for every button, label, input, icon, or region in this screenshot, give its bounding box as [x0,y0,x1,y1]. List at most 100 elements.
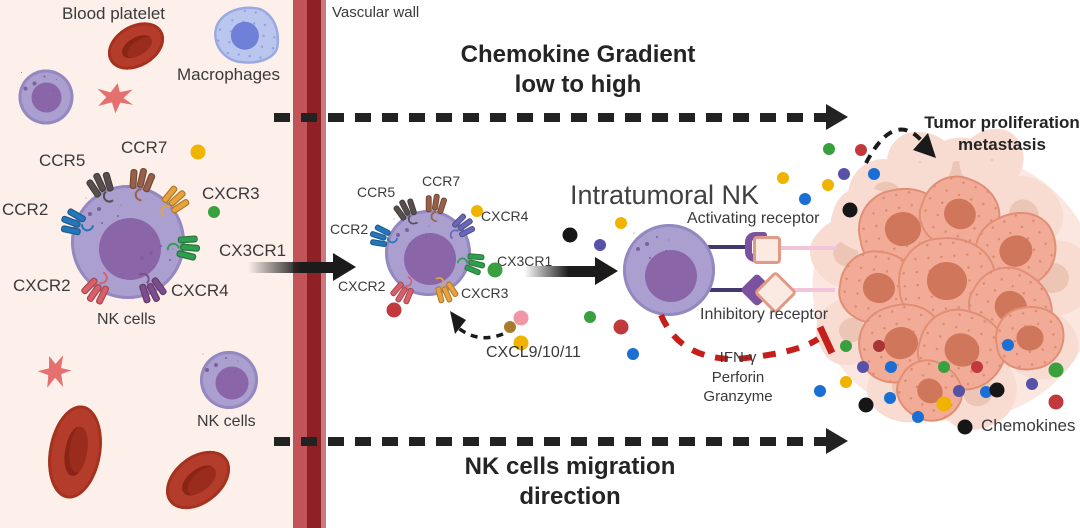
label-nk-cells-bottom: NK cells [197,413,256,430]
chemokine-dot [855,144,867,156]
label-perforin: Perforin [711,368,765,386]
chemokine-dot [613,319,629,335]
chemokine-dot [615,217,627,229]
macrophage-nucleus [229,20,261,52]
label-blood-platelet: Blood platelet [62,4,166,23]
activating-ligand-link [779,246,837,250]
migrating-nk-receptor-cx3cr1 [462,251,487,277]
nk-migration-arrow [274,428,848,454]
chemokine-dot [513,310,529,326]
chemokine-dot [1048,394,1064,410]
migrating-nk-receptor-ccr7 [423,192,448,216]
chemokine-dot [980,386,992,398]
receptor-label-cxcr2: CXCR2 [338,278,386,294]
nk-migration-heading: NK cells migration direction [420,452,720,512]
inhibitory-ligand-link [793,288,835,292]
chemokine-dot [936,396,952,412]
cell-speckles [97,207,101,211]
chemokines-legend-dot [957,419,973,435]
chemokine-dot [858,397,874,413]
cxcl-attraction-arrow [455,325,504,340]
cell-speckles [32,81,37,86]
chemokine-dot [513,335,529,351]
receptor-label-ccr7: CCR7 [422,173,461,189]
chemokine-dot [504,321,516,333]
chemokine-dot [953,385,965,397]
chemokine-dot [190,144,206,160]
chemokine-dot [208,206,220,218]
receptor-label-ccr5: CCR5 [357,184,396,200]
receptor-label-cx3cr1: CX3CR1 [497,253,553,269]
chemokine-dot [1026,378,1038,390]
receptor-label-cxcr4: CXCR4 [481,208,529,224]
chemokine-dot [823,143,835,155]
infiltration-arrow [524,257,618,285]
extravasation-arrow [248,253,356,281]
chemokine-gradient-heading: Chemokine Gradient low to high [428,40,728,100]
cell-speckles [405,228,409,232]
nk-nucleus [99,217,162,280]
cell-speckles [214,363,218,367]
nk-cell-intratumoral [623,224,715,316]
heading-line: low to high [514,71,642,98]
label-intratumoral-nk: Intratumoral NK [570,180,760,210]
nk-nucleus [31,82,61,112]
tumor-proliferation-heading: Tumor proliferation metastasis [918,112,1080,157]
blood-nk-receptor-cx3cr1 [175,234,201,262]
nk-cell-small-top [18,69,74,125]
chemokine-gradient-arrow [274,104,848,130]
chemokine-dot [777,172,789,184]
receptor-label-cx3cr1: CX3CR1 [219,241,287,260]
chemokine-dot [971,361,983,373]
chemokine-dot [594,239,606,251]
chemokine-dot [912,411,924,423]
chemokine-dot [1048,362,1064,378]
chemokine-dot [840,376,852,388]
heading-line: Chemokine Gradient [460,41,696,68]
label-inhibitory-receptor: Inhibitory receptor [700,306,829,323]
inhibitory-receptor-stalk [692,288,750,292]
receptor-label-ccr2: CCR2 [2,200,49,219]
label-ifn-gamma: IFN-γ [719,349,757,366]
receptor-label-ccr2: CCR2 [330,221,369,237]
chemokine-dot [873,340,885,352]
chemokine-dot [857,361,869,373]
heading-line: NK cells migration [464,453,676,480]
receptor-label-cxcr4: CXCR4 [171,281,229,300]
chemokine-dot [842,202,858,218]
activating-ligand-icon [753,236,781,264]
heading-line: Tumor proliferation [924,113,1080,132]
label-macrophages: Macrophages [177,65,281,84]
chemokine-dot [838,168,850,180]
nk-nucleus [215,366,249,400]
label-granzyme: Granzyme [703,388,773,405]
chemokine-dot [884,392,896,404]
receptor-label-cxcr3: CXCR3 [202,184,260,203]
heading-line: metastasis [958,135,1046,155]
label-activating-receptor: Activating receptor [687,210,820,227]
label-chemokines: Chemokines [981,416,1076,435]
receptor-label-cxcr3: CXCR3 [461,285,509,301]
cell-speckles [645,242,649,246]
chemokine-dot [989,382,1005,398]
chemokine-dot [822,179,834,191]
receptor-label-ccr7: CCR7 [121,138,168,157]
nk-nucleus [403,233,456,286]
label-cxcl9-10-11: CXCL9/10/11 [486,344,581,361]
chemokine-dot [471,205,483,217]
heading-line: direction [519,483,621,510]
chemokine-dot [627,348,639,360]
chemokine-dot [799,193,811,205]
chemokine-dot [584,311,596,323]
migrating-nk-receptor-ccr5 [392,195,421,223]
receptor-label-cxcr2: CXCR2 [13,276,71,295]
cytotoxic-molecules-label: IFN-γ Perforin Granzyme [675,348,801,407]
chemokine-dot [840,340,852,352]
label-vascular-wall: Vascular wall [332,4,420,21]
activating-receptor-stalk [696,245,746,249]
chemokine-dot [386,302,402,318]
chemokine-dot [487,262,503,278]
label-nk-cells: NK cells [97,311,156,328]
chemokine-dot [885,361,897,373]
